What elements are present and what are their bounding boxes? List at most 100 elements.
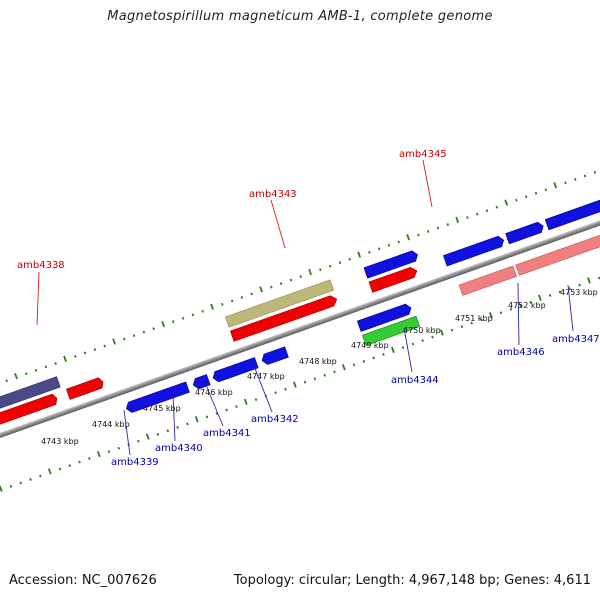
gene-label-amb4347[interactable]: amb4347 xyxy=(552,334,600,345)
outer-tick xyxy=(201,309,204,313)
gene-amb4338-track[interactable] xyxy=(0,363,105,430)
inner-tick xyxy=(323,373,326,377)
gene-amb4342-track[interactable] xyxy=(260,346,289,366)
inner-tick xyxy=(313,377,317,381)
gene-blue-shape-2[interactable] xyxy=(443,235,505,267)
gene-amb4339-track[interactable] xyxy=(124,381,190,414)
outer-tick xyxy=(83,351,87,355)
inner-tick xyxy=(489,312,493,319)
outer-tick xyxy=(466,216,469,220)
gene-blue-shape-3[interactable] xyxy=(505,221,545,245)
outer-tick xyxy=(485,209,489,213)
gene-amb4341-track[interactable] xyxy=(211,357,259,383)
outer-tick xyxy=(142,330,146,334)
gene-amb4344-track[interactable] xyxy=(356,302,421,346)
gene-label-amb4346[interactable]: amb4346 xyxy=(497,347,545,358)
inner-tick xyxy=(303,380,307,384)
inner-tick xyxy=(578,283,581,287)
scale-label: 4749 kbp xyxy=(351,341,389,350)
leader-lines-bottom xyxy=(123,282,574,456)
gene-label-amb4342[interactable]: amb4342 xyxy=(251,414,299,425)
outer-tick xyxy=(259,286,263,293)
gene-red-shape-3[interactable] xyxy=(229,294,338,342)
inner-tick xyxy=(509,307,513,311)
gene-olive-shape[interactable] xyxy=(224,279,335,328)
gene-purple-shape[interactable] xyxy=(0,376,61,416)
inner-tick-row xyxy=(0,276,600,492)
outer-tick xyxy=(279,282,283,285)
gene-amb4345-track[interactable] xyxy=(363,249,425,293)
outer-tick xyxy=(93,348,97,351)
inner-tick xyxy=(391,346,395,353)
gene-label-amb4341[interactable]: amb4341 xyxy=(203,428,251,439)
gene-label-amb4339[interactable]: amb4339 xyxy=(111,457,159,468)
outer-tick xyxy=(5,379,8,383)
gene-blue-shape-8[interactable] xyxy=(260,346,289,366)
gene-red-shape-2[interactable] xyxy=(65,377,105,400)
genome-title: Magnetospirillum magneticum AMB-1, compl… xyxy=(107,9,493,24)
outer-tick xyxy=(515,198,518,202)
inner-tick xyxy=(382,353,385,356)
gene-blue-shape-4[interactable] xyxy=(544,191,600,231)
inner-tick xyxy=(176,425,179,429)
gene-red-shape-4[interactable] xyxy=(368,266,419,293)
outer-tick xyxy=(436,226,440,230)
outer-tick xyxy=(74,355,77,358)
gene-label-amb4344[interactable]: amb4344 xyxy=(391,375,439,386)
inner-tick xyxy=(499,311,503,315)
gene-label-amb4345[interactable]: amb4345 xyxy=(399,149,447,160)
outer-tick xyxy=(553,182,558,189)
inner-tick xyxy=(440,329,444,336)
gene-red-shape[interactable] xyxy=(0,393,59,430)
accession-text: Accession: NC_007626 xyxy=(9,573,157,588)
inner-tick xyxy=(342,364,346,371)
scale-label: 4743 kbp xyxy=(41,437,79,446)
inner-tick xyxy=(9,484,13,488)
scale-label: 4752 kbp xyxy=(508,301,546,310)
outer-tick xyxy=(44,365,48,369)
gene-amb4343-track[interactable] xyxy=(224,279,338,342)
inner-tick xyxy=(205,415,209,419)
outer-tick xyxy=(14,373,18,380)
inner-tick xyxy=(470,321,473,325)
scale-label: 4750 kbp xyxy=(403,326,441,335)
gene-pink-shape[interactable] xyxy=(458,265,517,296)
gene-blue-shape-5[interactable] xyxy=(124,381,190,414)
inner-tick xyxy=(274,391,277,395)
gene-amb4346-track[interactable] xyxy=(458,222,600,296)
gene-label-amb4340[interactable]: amb4340 xyxy=(155,443,203,454)
inner-tick xyxy=(137,439,140,443)
gene-amb4347-track[interactable] xyxy=(443,191,600,267)
scale-label: 4751 kbp xyxy=(455,314,493,323)
gene-blue-shape[interactable] xyxy=(363,249,420,279)
gene-label-amb4343[interactable]: amb4343 xyxy=(249,189,297,200)
inner-tick xyxy=(254,398,258,402)
outer-tick xyxy=(455,216,460,224)
inner-tick xyxy=(47,468,52,475)
outer-tick xyxy=(544,188,548,192)
outer-tick xyxy=(289,278,293,282)
gene-label-amb4338[interactable]: amb4338 xyxy=(17,260,65,271)
outer-tick xyxy=(24,372,28,376)
gene-green-shape[interactable] xyxy=(361,315,421,346)
inner-tick xyxy=(117,446,121,450)
inner-tick xyxy=(401,346,405,349)
gene-blue-shape-9[interactable] xyxy=(356,303,413,332)
outer-tick xyxy=(426,230,430,233)
inner-tick xyxy=(431,335,434,339)
inner-tick xyxy=(519,304,522,308)
outer-tick xyxy=(63,355,67,362)
outer-tick xyxy=(583,174,587,178)
outer-tick xyxy=(112,338,116,345)
gene-blue-shape-7[interactable] xyxy=(211,357,259,383)
inner-tick xyxy=(166,429,170,433)
gene-pink-shape-2[interactable] xyxy=(515,222,600,276)
outer-tick xyxy=(161,320,165,328)
outer-tick xyxy=(417,233,420,237)
scale-label: 4753 kbp xyxy=(560,288,598,297)
outer-tick xyxy=(250,292,253,296)
inner-tick xyxy=(194,416,199,423)
outer-tick xyxy=(593,171,597,174)
inner-tick xyxy=(243,398,248,406)
